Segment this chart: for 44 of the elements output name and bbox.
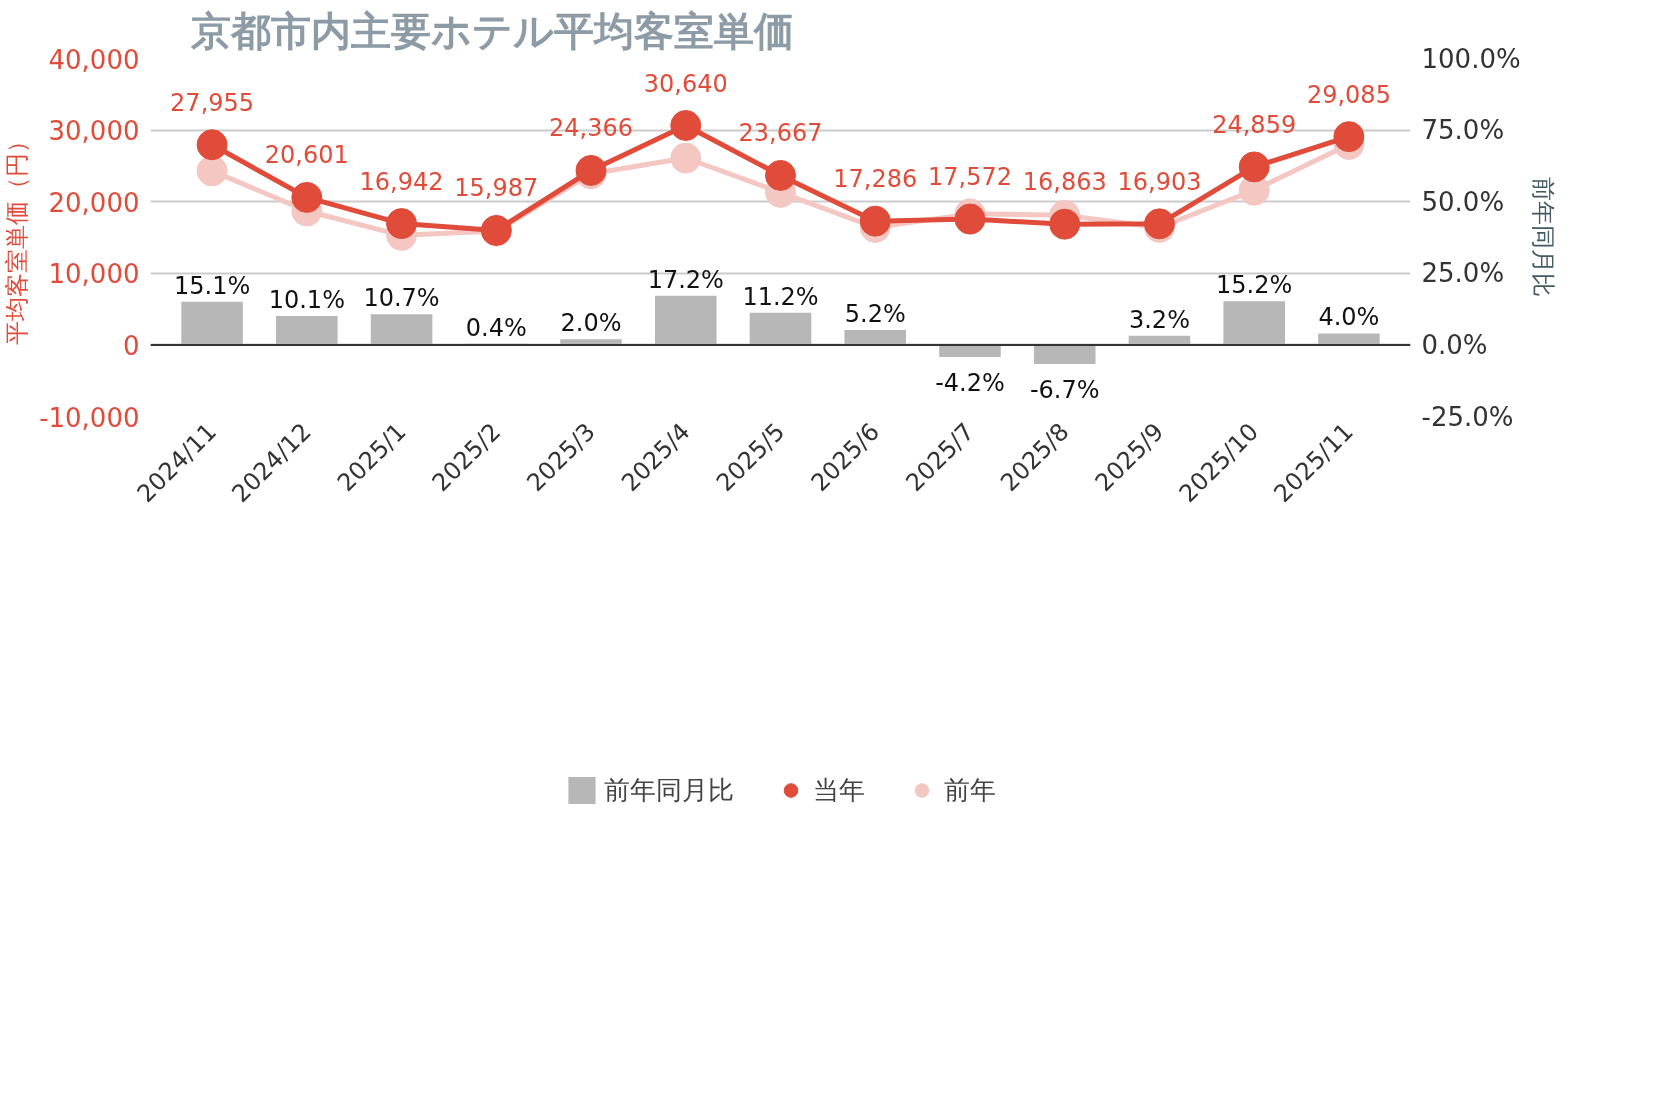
data-label: -4.2% xyxy=(935,368,1005,397)
y-axis-title: 平均客室単価（円） xyxy=(3,129,32,346)
data-label: 17,286 xyxy=(833,165,918,194)
data-label: 15.1% xyxy=(173,271,251,300)
data-label: 10.7% xyxy=(363,284,440,313)
data-label: 0.4% xyxy=(465,313,527,342)
data-label: 24,366 xyxy=(549,114,634,143)
data-label: -6.7% xyxy=(1029,376,1100,405)
y2-axis-title: 前年同月比 xyxy=(1528,177,1557,298)
data-label: 16,903 xyxy=(1117,167,1202,196)
y2-tick-label: -25.0% xyxy=(1421,401,1514,432)
y2-tick-label: 0.0% xyxy=(1421,329,1488,360)
data-label: 29,085 xyxy=(1306,80,1391,109)
data-label: 4.0% xyxy=(1318,303,1380,332)
data-label: 2.0% xyxy=(560,309,622,338)
data-label: 15.2% xyxy=(1216,271,1293,300)
data-label: 5.2% xyxy=(844,300,906,329)
y-tick-label: 0 xyxy=(122,330,140,361)
y2-tick-label: 100.0% xyxy=(1421,43,1521,74)
data-label: 17,572 xyxy=(927,163,1012,192)
data-label: 20,601 xyxy=(264,141,349,170)
y-tick-label: 40,000 xyxy=(48,44,140,75)
legend-label: 当年 xyxy=(812,773,865,807)
data-label: 30,640 xyxy=(643,69,728,98)
data-label: 16,863 xyxy=(1022,168,1107,197)
y2-tick-label: 75.0% xyxy=(1421,115,1505,146)
y-tick-label: 10,000 xyxy=(48,259,140,290)
y-tick-label: 30,000 xyxy=(48,116,140,147)
data-label: 10.1% xyxy=(268,285,345,314)
legend-label: 前年 xyxy=(943,773,996,807)
y2-tick-label: 50.0% xyxy=(1421,186,1505,217)
legend-label: 前年同月比 xyxy=(603,773,734,807)
data-label: 24,859 xyxy=(1212,110,1297,139)
y2-tick-label: 25.0% xyxy=(1421,258,1505,289)
y-tick-label: 20,000 xyxy=(48,187,140,218)
y-tick-label: -10,000 xyxy=(39,402,140,433)
data-label: 15,987 xyxy=(454,174,539,203)
data-label: 17.2% xyxy=(647,265,724,294)
data-label: 23,667 xyxy=(738,119,823,148)
chart-title: 京都市内主要ホテル平均客室単価 xyxy=(189,7,794,54)
data-label: 16,942 xyxy=(359,167,444,196)
data-label: 11.2% xyxy=(742,282,819,311)
data-label: 27,955 xyxy=(170,88,255,117)
data-label: 3.2% xyxy=(1128,305,1190,334)
